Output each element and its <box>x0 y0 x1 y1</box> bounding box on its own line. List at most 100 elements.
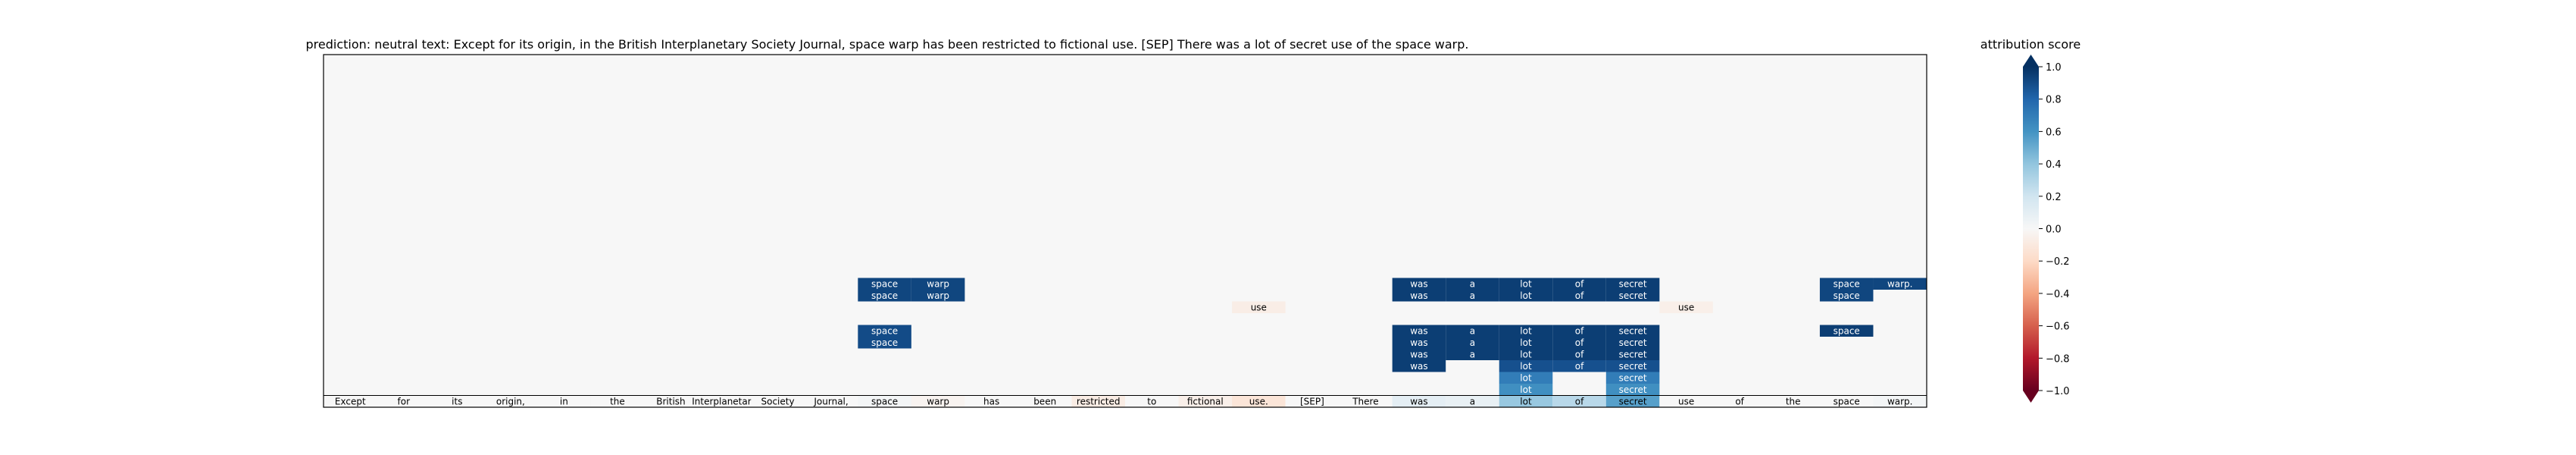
heatmap-cell-label: was <box>1410 278 1427 289</box>
heatmap-cell <box>1499 278 1553 290</box>
heatmap-cell-label: was <box>1410 349 1427 359</box>
token-cell <box>804 395 858 407</box>
heatmap-cell <box>1605 290 1660 302</box>
token-label: Interplanetary <box>692 396 757 406</box>
heatmap-cell-label: space <box>1834 290 1860 301</box>
heatmap-cell <box>1605 360 1660 372</box>
colorbar-tick-label: −0.4 <box>2046 289 2070 300</box>
token-cell <box>1071 395 1125 407</box>
heatmap-cell-label: of <box>1575 337 1584 348</box>
token-cell <box>1659 395 1713 407</box>
heatmap-cell <box>1232 301 1286 313</box>
token-label: use. <box>1249 396 1268 406</box>
heatmap-cell <box>858 278 911 290</box>
token-label: the <box>1786 396 1801 406</box>
heatmap-cell <box>1605 372 1660 384</box>
token-cell <box>1392 395 1446 407</box>
heatmap-cell-label: secret <box>1619 290 1647 301</box>
heatmap-cell <box>1552 290 1606 302</box>
heatmap-cell <box>1605 348 1660 360</box>
token-cell <box>644 395 698 407</box>
token-label: its <box>452 396 462 406</box>
heatmap-cell-label: lot <box>1520 349 1532 359</box>
heatmap-cell <box>1499 325 1553 337</box>
token-label: warp. <box>1887 396 1913 406</box>
colorbar-tick-label: 1.0 <box>2046 62 2062 74</box>
heatmap-cell-label: space <box>1834 325 1860 336</box>
heatmap-cell-label: warp <box>927 290 949 301</box>
colorbar-gradient <box>2023 67 2039 391</box>
plot-frame <box>323 54 1927 408</box>
heatmap-cell <box>1499 384 1553 396</box>
token-cell <box>911 395 965 407</box>
heatmap-cell-label: of <box>1575 349 1584 359</box>
heatmap-cell-label: secret <box>1619 361 1647 372</box>
heatmap-cell-label: space <box>871 290 898 301</box>
heatmap-cell-label: lot <box>1520 325 1532 336</box>
token-label: the <box>610 396 625 406</box>
heatmap-cell-label: warp <box>927 278 949 289</box>
token-cell <box>1178 395 1233 407</box>
token-cell <box>1766 395 1820 407</box>
heatmap-cell-label: secret <box>1619 372 1647 383</box>
heatmap-cell-label: was <box>1410 361 1427 372</box>
heatmap-cell-label: of <box>1575 278 1584 289</box>
heatmap-cell <box>1392 360 1446 372</box>
heatmap-cell-label: secret <box>1619 278 1647 289</box>
heatmap-cell-label: was <box>1410 337 1427 348</box>
token-cell <box>377 395 431 407</box>
heatmap-cell-label: secret <box>1619 325 1647 336</box>
colorbar: attribution score −1.0 −0.8 −0.6 −0.4 −0.2 0.0… <box>1980 37 2080 403</box>
token-label: was <box>1410 396 1427 406</box>
token-cell <box>1285 395 1340 407</box>
heatmap-cell <box>1552 360 1606 372</box>
colorbar-tick-label: 0.0 <box>2046 224 2062 236</box>
token-label: to <box>1147 396 1156 406</box>
colorbar-tick-label: 0.2 <box>2046 192 2062 203</box>
heatmap-cell <box>1552 278 1606 290</box>
token-cell <box>483 395 538 407</box>
heatmap-cell <box>1446 278 1499 290</box>
token-cell <box>1605 395 1660 407</box>
token-cell <box>1232 395 1286 407</box>
heatmap-plot: lot secret lot secret was lot of secret was a lot o… <box>323 54 1927 408</box>
heatmap-cell <box>1392 325 1446 337</box>
heatmap-cell <box>1819 290 1874 302</box>
token-label: British <box>656 396 685 406</box>
colorbar-tick-label: −0.8 <box>2046 353 2070 365</box>
colorbar-tick-label: 0.4 <box>2046 159 2062 171</box>
colorbar-extend-max <box>2023 55 2039 67</box>
token-cell <box>964 395 1018 407</box>
heatmap-cell-label: lot <box>1520 372 1532 383</box>
heatmap-cell-label: space <box>871 325 898 336</box>
heatmap-cell-label: space <box>871 278 898 289</box>
heatmap-cell-label: lot <box>1520 384 1532 395</box>
heatmap-cell <box>1605 337 1660 349</box>
heatmap-cell <box>1659 301 1713 313</box>
token-cell <box>537 395 591 407</box>
heatmap-cell <box>1499 290 1553 302</box>
heatmap-cell <box>858 325 911 337</box>
colorbar-tick-label: −0.2 <box>2046 256 2070 268</box>
heatmap-cell <box>1552 348 1606 360</box>
heatmap-cell <box>1605 325 1660 337</box>
colorbar-tick-label: 0.8 <box>2046 95 2062 106</box>
token-cell <box>1446 395 1499 407</box>
heatmap-cell-label: secret <box>1619 337 1647 348</box>
token-label: secret <box>1619 396 1647 406</box>
token-label: space <box>871 396 898 406</box>
heatmap-cell <box>1873 278 1927 290</box>
heatmap-cell-label: lot <box>1520 337 1532 348</box>
token-cell <box>1712 395 1767 407</box>
heatmap-cell-label: warp. <box>1887 278 1913 289</box>
chart-title: prediction: neutral text: Except for its… <box>306 37 1469 52</box>
token-label: warp <box>927 396 949 406</box>
heatmap-background <box>324 55 1927 407</box>
heatmap-cell <box>911 290 965 302</box>
heatmap-cell <box>858 337 911 349</box>
heatmap-cell-label: space <box>871 337 898 348</box>
token-cell <box>430 395 484 407</box>
heatmap-cell-label: use <box>1678 302 1694 312</box>
heatmap-cell <box>1605 278 1660 290</box>
heatmap-cell <box>1819 325 1874 337</box>
